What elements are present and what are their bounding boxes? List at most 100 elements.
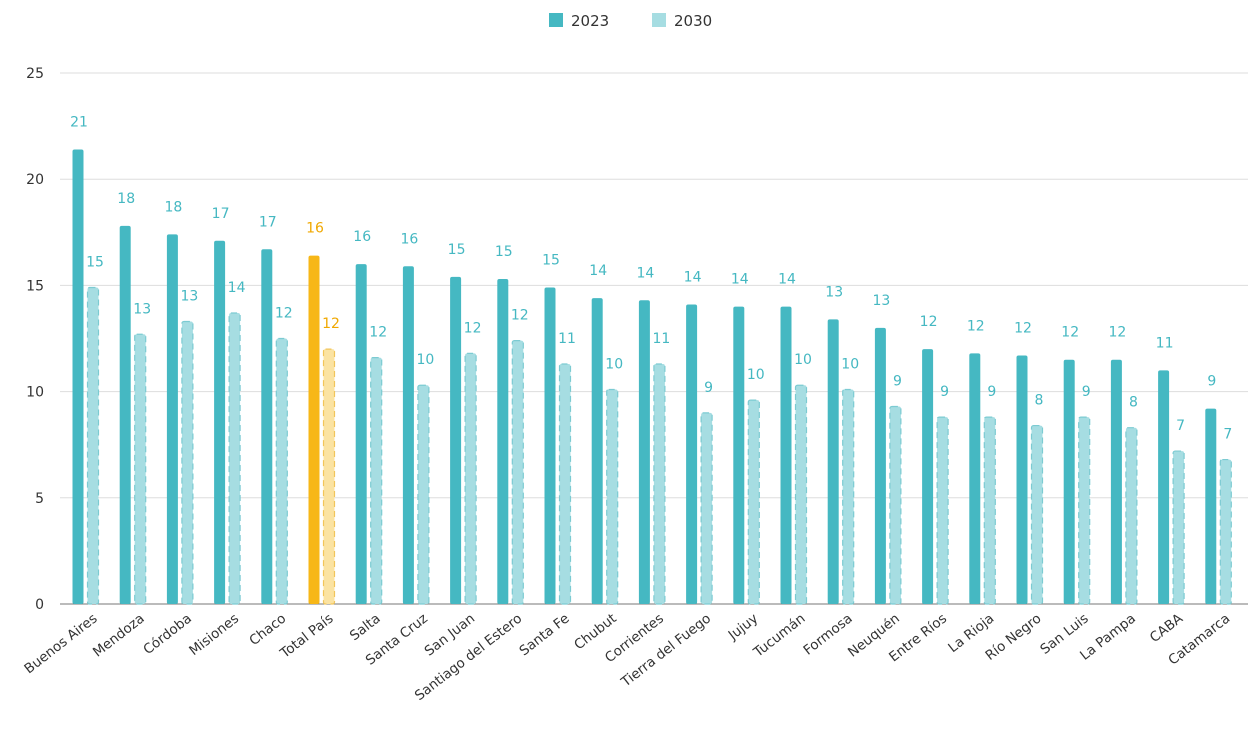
x-tick-label: Córdoba bbox=[140, 611, 195, 658]
bar-2030 bbox=[275, 337, 288, 605]
x-tick-label: Buenos Aires bbox=[21, 611, 100, 678]
bar-2023 bbox=[166, 234, 178, 604]
bar-2030 bbox=[936, 416, 949, 605]
bar-2030 bbox=[700, 412, 713, 605]
bar-2030 bbox=[370, 357, 383, 605]
data-label-2023: 16 bbox=[353, 229, 371, 245]
bar-2023 bbox=[1110, 359, 1122, 604]
data-label-2023: 14 bbox=[589, 263, 607, 279]
legend-swatch-2030 bbox=[652, 13, 666, 27]
data-label-2030: 10 bbox=[605, 356, 623, 372]
x-tick-label: Mendoza bbox=[90, 611, 148, 661]
bar-2023 bbox=[1205, 408, 1217, 604]
x-tick-label: Salta bbox=[347, 611, 384, 645]
bar-2030 bbox=[464, 352, 477, 605]
data-label-2023: 13 bbox=[872, 293, 890, 309]
data-label-2030: 10 bbox=[794, 352, 812, 368]
x-tick-label: Jujuy bbox=[725, 611, 762, 644]
data-label-2030: 7 bbox=[1176, 418, 1185, 434]
bar-2023 bbox=[733, 306, 745, 604]
data-label-2023: 16 bbox=[306, 221, 324, 237]
data-label-2023: 17 bbox=[212, 206, 230, 222]
data-label-2023: 15 bbox=[448, 242, 466, 258]
x-tick-label: Misiones bbox=[186, 611, 242, 660]
bar-2030 bbox=[86, 286, 100, 605]
data-label-2023: 21 bbox=[70, 114, 88, 130]
data-label-2030: 12 bbox=[464, 320, 482, 336]
bar-2023 bbox=[874, 327, 886, 604]
data-label-2030: 9 bbox=[704, 380, 713, 396]
y-tick-label: 25 bbox=[26, 66, 44, 82]
data-label-2030: 10 bbox=[747, 367, 765, 383]
data-label-2023: 11 bbox=[1156, 335, 1174, 351]
bar-2030 bbox=[511, 340, 524, 605]
bar-2030 bbox=[1219, 458, 1232, 605]
data-label-2030: 9 bbox=[940, 384, 949, 400]
bar-2023 bbox=[686, 304, 698, 604]
data-label-2023: 18 bbox=[117, 191, 135, 207]
data-label-2023: 12 bbox=[1108, 325, 1126, 341]
data-label-2030: 12 bbox=[275, 306, 293, 322]
y-tick-label: 15 bbox=[26, 278, 44, 294]
bar-2023 bbox=[450, 276, 462, 604]
bar-2030 bbox=[747, 399, 760, 605]
data-label-2023: 9 bbox=[1207, 374, 1216, 390]
data-label-2030: 13 bbox=[133, 301, 151, 317]
data-label-2023: 16 bbox=[400, 231, 418, 247]
bar-2030 bbox=[181, 320, 194, 605]
data-label-2023: 15 bbox=[495, 244, 513, 260]
bar-2030 bbox=[134, 333, 147, 605]
bar-2023 bbox=[72, 149, 84, 605]
data-label-2030: 12 bbox=[511, 308, 529, 324]
data-label-2023: 14 bbox=[731, 272, 749, 288]
bar-2023 bbox=[638, 300, 650, 604]
bar-2023 bbox=[1158, 370, 1170, 604]
bar-2030 bbox=[228, 312, 241, 605]
data-label-2023: 12 bbox=[1061, 325, 1079, 341]
bar-2023 bbox=[497, 279, 509, 604]
data-label-2030: 8 bbox=[1129, 395, 1138, 411]
data-label-2030: 12 bbox=[322, 316, 340, 332]
x-tick-label: Tucumán bbox=[750, 611, 808, 662]
data-label-2030: 15 bbox=[86, 255, 104, 271]
data-label-2030: 11 bbox=[652, 331, 670, 347]
bar-2023 bbox=[780, 306, 792, 604]
data-label-2023: 13 bbox=[825, 284, 843, 300]
data-label-2023: 12 bbox=[967, 318, 985, 334]
y-tick-label: 20 bbox=[26, 172, 44, 188]
bar-2030 bbox=[794, 384, 808, 605]
bar-2030 bbox=[606, 388, 619, 605]
bar-2023 bbox=[214, 240, 226, 604]
bar-2030 bbox=[653, 363, 666, 605]
data-label-2023: 14 bbox=[636, 265, 654, 281]
data-label-2030: 14 bbox=[228, 280, 246, 296]
x-tick-label: Chaco bbox=[246, 611, 289, 649]
data-label-2023: 15 bbox=[542, 253, 560, 269]
bar-2023 bbox=[591, 298, 603, 604]
y-tick-label: 5 bbox=[35, 491, 44, 507]
data-label-2030: 9 bbox=[1082, 384, 1091, 400]
bar-2023 bbox=[922, 349, 934, 604]
bar-2030 bbox=[1125, 427, 1138, 605]
bar-2023 bbox=[402, 266, 414, 604]
data-label-2030: 11 bbox=[558, 331, 576, 347]
data-label-2030: 9 bbox=[893, 373, 902, 389]
bar-2023 bbox=[544, 287, 556, 604]
x-tick-label: Total País bbox=[277, 611, 337, 663]
bar-2030 bbox=[1172, 450, 1185, 605]
bar-2023 bbox=[1063, 359, 1075, 604]
data-label-2023: 14 bbox=[778, 272, 796, 288]
data-label-2030: 8 bbox=[1035, 393, 1044, 409]
legend-label-2023: 2023 bbox=[571, 12, 609, 30]
y-tick-label: 0 bbox=[35, 597, 44, 613]
bar-2023 bbox=[355, 264, 367, 604]
bar-2023 bbox=[969, 353, 981, 604]
data-label-2023: 14 bbox=[684, 270, 702, 286]
bar-2030 bbox=[983, 416, 996, 605]
bar-2023 bbox=[827, 319, 839, 604]
bar-2030 bbox=[889, 405, 902, 605]
bar-2030 bbox=[417, 384, 430, 605]
x-tick-label: Santa Fe bbox=[516, 611, 572, 660]
legend-label-2030: 2030 bbox=[674, 12, 712, 30]
